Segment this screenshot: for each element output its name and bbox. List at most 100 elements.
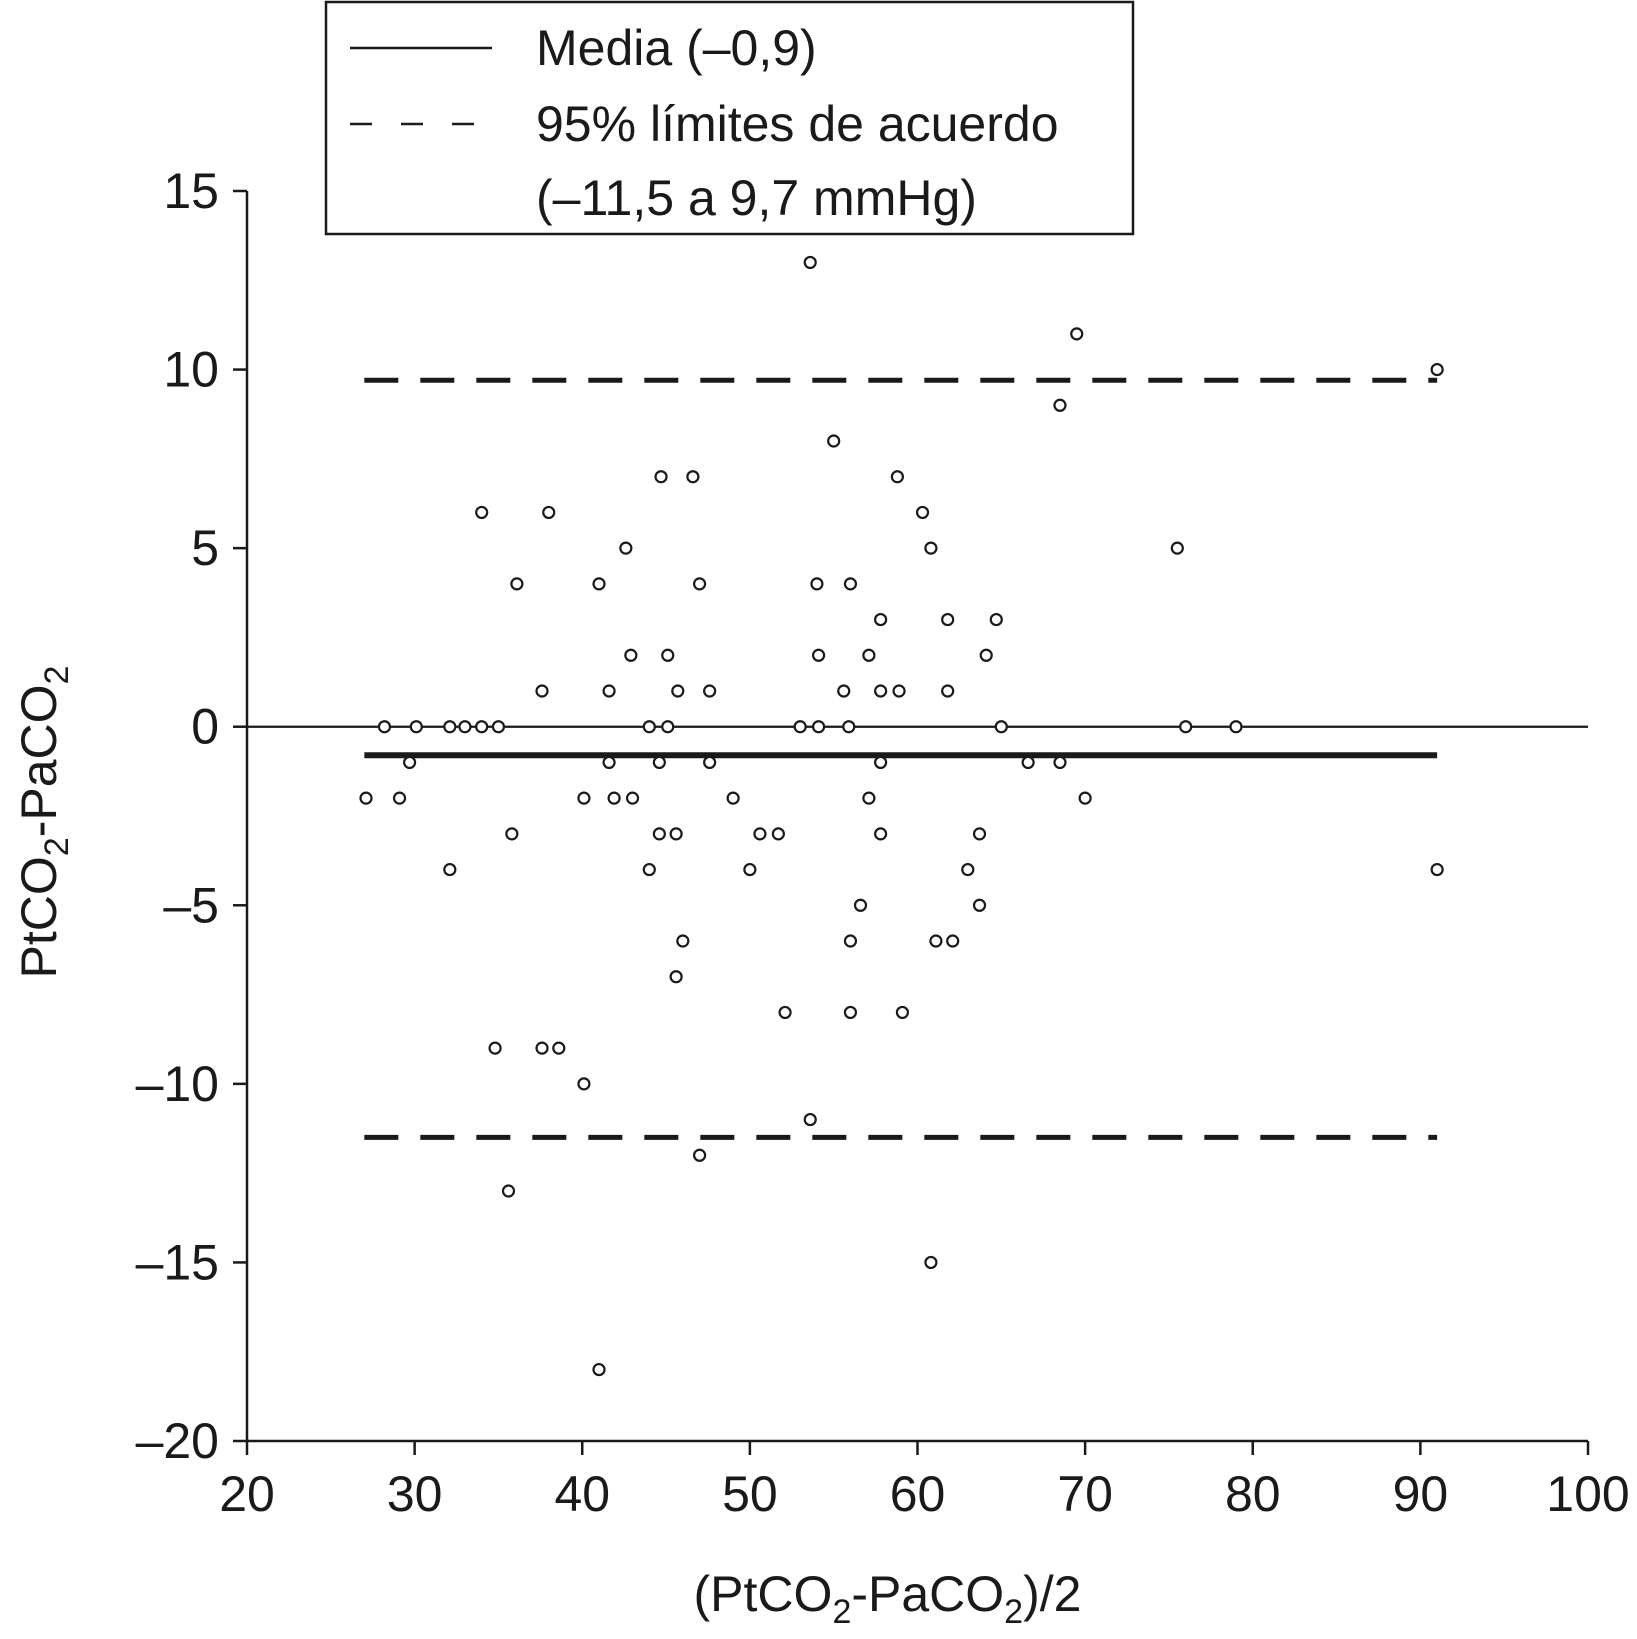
data-point: [703, 755, 717, 770]
data-point: [402, 755, 417, 770]
data-point: [946, 934, 960, 948]
x-tick-label: 40: [554, 1466, 610, 1522]
legend-box: [324, 0, 1135, 236]
data-point: [692, 1148, 707, 1162]
data-point: [803, 1112, 817, 1127]
data-point: [602, 755, 616, 770]
data-point: [377, 720, 392, 734]
data-point: [989, 612, 1003, 627]
data-point: [778, 1005, 792, 1020]
y-tick-label: –10: [136, 1056, 219, 1112]
data-point: [602, 684, 616, 698]
data-point: [843, 934, 858, 948]
data-point: [552, 1041, 566, 1055]
data-point: [692, 577, 707, 591]
data-point: [475, 720, 489, 734]
x-tick-label: 50: [722, 1466, 778, 1522]
data-point: [359, 791, 373, 805]
data-point: [890, 470, 904, 484]
legend: Media (–0,9) 95% límites de acuerdo (–11,5…: [324, 0, 1135, 236]
data-point: [592, 1362, 606, 1377]
data-point: [842, 720, 856, 734]
data-point: [837, 684, 851, 698]
data-point: [929, 934, 943, 948]
data-point: [488, 1041, 502, 1055]
y-axis-title: PtCO2-PaCO2: [11, 666, 76, 979]
data-point: [810, 577, 824, 591]
x-tick-label: 100: [1546, 1466, 1629, 1522]
data-point: [862, 648, 876, 662]
data-point: [1078, 791, 1092, 805]
data-point: [803, 255, 817, 270]
x-axis-title: (PtCO2-PaCO2)/2: [694, 1566, 1082, 1631]
data-point: [1021, 755, 1035, 770]
data-point: [577, 1077, 591, 1091]
x-tick-label: 70: [1057, 1466, 1113, 1522]
data-point: [535, 1041, 549, 1055]
data-point: [642, 862, 656, 877]
legend-entry-text: (–11,5 a 9,7 mmHg): [536, 170, 977, 226]
y-tick-label: –15: [136, 1234, 219, 1290]
data-point: [505, 827, 519, 841]
data-point: [510, 577, 524, 591]
data-point: [924, 1255, 938, 1270]
data-point: [409, 720, 423, 734]
data-point: [661, 648, 675, 662]
data-point: [874, 612, 888, 627]
x-tick-label: 20: [219, 1466, 275, 1522]
data-point: [972, 827, 987, 841]
data-point: [843, 1005, 858, 1020]
legend-entry-text: Media (–0,9): [536, 20, 817, 76]
data-point: [1229, 720, 1243, 734]
data-point: [1070, 327, 1084, 341]
data-point: [535, 684, 549, 698]
data-point: [671, 684, 685, 698]
data-point: [895, 1005, 910, 1020]
data-point: [941, 684, 955, 698]
x-tick-label: 30: [387, 1466, 443, 1522]
data-point: [853, 898, 868, 912]
data-point: [542, 505, 556, 520]
data-point: [812, 720, 826, 734]
data-point: [793, 720, 807, 734]
data-point: [771, 827, 785, 841]
data-point: [743, 862, 757, 877]
y-tick-label: 0: [191, 699, 219, 755]
data-point: [753, 827, 767, 841]
data-point: [843, 577, 858, 591]
data-point: [642, 720, 656, 734]
data-point: [924, 541, 938, 555]
data-point: [979, 648, 993, 662]
data-point: [874, 827, 888, 841]
data-point: [1179, 720, 1193, 734]
data-point: [972, 898, 987, 912]
data-point: [726, 791, 740, 805]
data-point: [686, 470, 700, 484]
data-point: [703, 684, 717, 698]
data-point: [669, 970, 683, 984]
data-point: [892, 684, 906, 698]
data-point: [654, 470, 668, 484]
data-point: [1430, 362, 1444, 377]
data-point: [827, 434, 841, 448]
data-point: [443, 862, 457, 877]
y-tick-label: –20: [136, 1413, 219, 1469]
legend-entry-text: 95% límites de acuerdo: [536, 96, 1059, 152]
data-point: [862, 791, 876, 805]
y-tick-label: 10: [163, 342, 219, 398]
data-point: [619, 541, 633, 555]
y-tick-label: –5: [163, 877, 219, 933]
data-point: [669, 827, 683, 841]
data-point: [676, 934, 690, 948]
data-point: [577, 791, 591, 805]
data-points: [359, 255, 1444, 1377]
data-point: [392, 791, 407, 805]
x-tick-label: 90: [1393, 1466, 1449, 1522]
data-point: [1170, 541, 1184, 555]
data-point: [874, 684, 888, 698]
data-point: [941, 612, 955, 627]
data-point: [592, 577, 606, 591]
data-point: [812, 648, 826, 662]
data-point: [874, 755, 888, 770]
